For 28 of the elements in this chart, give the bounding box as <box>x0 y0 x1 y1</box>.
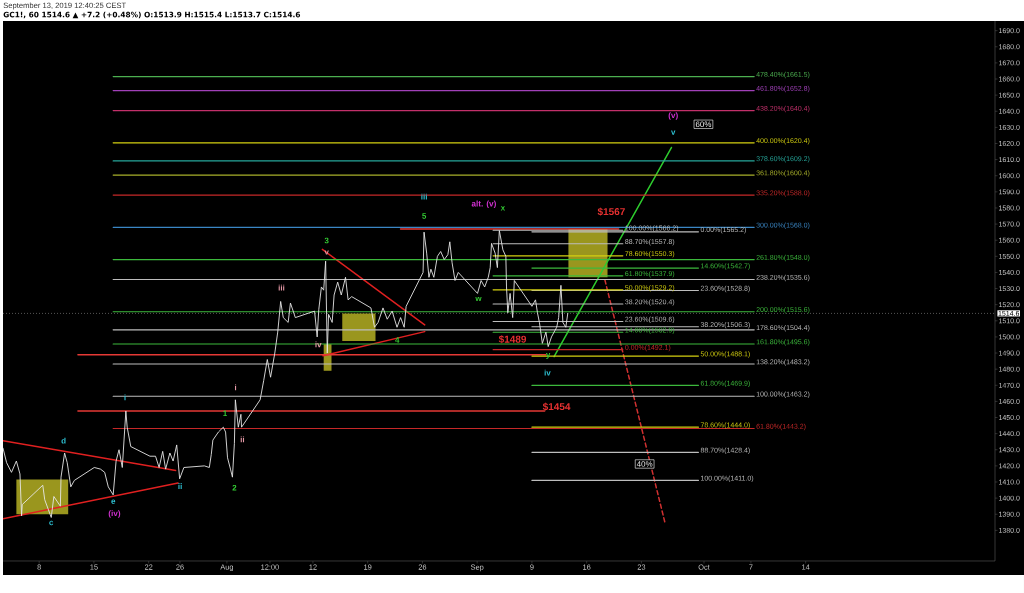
annotation: v <box>324 250 329 255</box>
annotation: iv <box>544 369 551 376</box>
annotation: 3 <box>324 237 329 244</box>
annotation: $1454 <box>542 402 571 411</box>
annotation: i <box>235 384 237 391</box>
annotation: c <box>49 520 54 526</box>
annotation: $1567 <box>597 207 625 216</box>
annotation: i <box>124 394 126 401</box>
annotation: iii <box>278 284 285 291</box>
annotation: 60% <box>695 121 712 128</box>
annotation: ii <box>178 483 182 489</box>
annotation: (iv) <box>108 510 121 518</box>
annotation: v <box>671 130 676 135</box>
annotation: ii <box>240 436 245 443</box>
annotation: 5 <box>422 213 427 219</box>
annotation: d <box>61 437 66 444</box>
annotation: w <box>475 296 482 302</box>
annotation: 4 <box>395 337 400 343</box>
annotation: (v) <box>668 112 678 120</box>
annotation: e <box>111 499 116 504</box>
annotation: alt. (v) <box>471 200 496 209</box>
annotation: 1 <box>223 410 227 417</box>
annotation: iv <box>315 341 322 348</box>
annotation: 40% <box>636 461 653 467</box>
annotation: 2 <box>232 484 237 491</box>
annotation: $1489 <box>498 335 527 344</box>
annotation: x <box>500 206 506 211</box>
annotation: y <box>545 353 551 359</box>
